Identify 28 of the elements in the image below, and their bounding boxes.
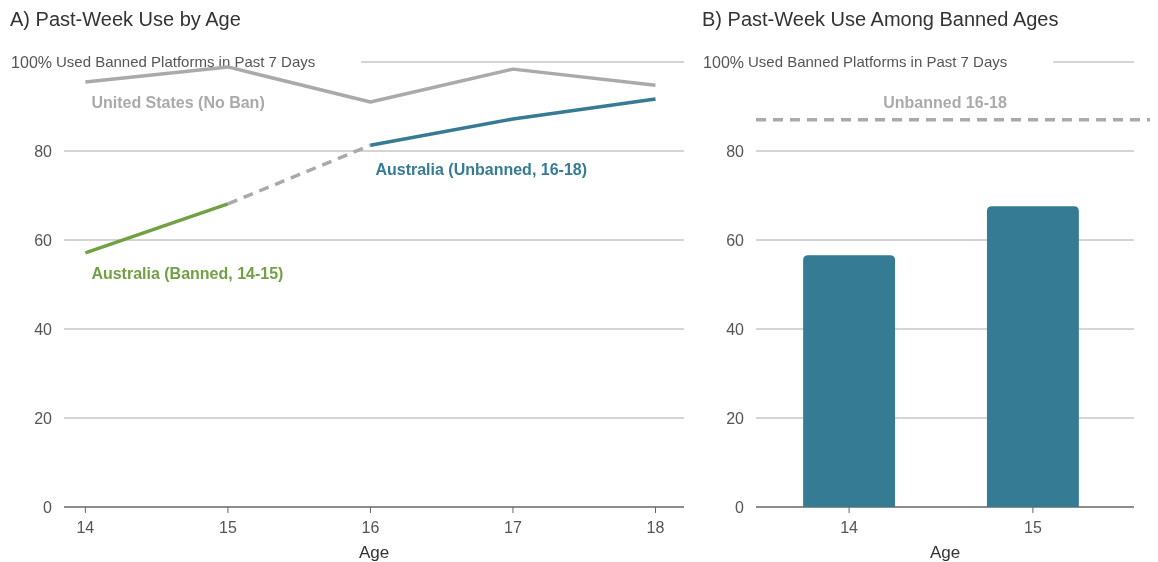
x-axis-title: Age [358,543,390,562]
annotation: Used Banned Platforms in Past 7 Days [748,53,1008,70]
y-tick-label: 0 [43,499,53,516]
y-tick-label: 40 [726,321,745,338]
y-tick-label: 100% [11,54,52,71]
x-tick-label: 15 [1024,519,1042,536]
chart-title: A) Past-Week Use by Age [10,8,241,30]
chart-title: B) Past-Week Use Among Banned Ages [702,8,1059,30]
y-tick-label: 80 [726,143,745,160]
y-tick-label: 0 [735,499,745,516]
y-tick-label: 60 [34,232,53,249]
y-tick-label: 40 [34,321,53,338]
x-tick-label: 14 [76,519,95,536]
ref-line-label: Unbanned 16-18 [883,93,1007,111]
series-label: Australia (Unbanned, 16-18) [375,161,588,179]
y-tick-label: 100% [703,54,744,71]
x-tick-label: 17 [504,519,522,536]
x-axis-title: Age [929,543,961,562]
x-tick-label: 16 [361,519,380,536]
series-label: United States (No Ban) [91,94,265,112]
y-tick-label: 60 [726,232,745,249]
x-tick-label: 14 [840,519,859,536]
y-tick-label: 20 [726,410,745,427]
x-tick-label: 15 [219,519,237,536]
y-tick-label: 20 [34,410,53,427]
y-tick-label: 80 [34,143,53,160]
series-label: Australia (Banned, 14-15) [91,264,284,282]
x-tick-label: 18 [646,519,665,536]
